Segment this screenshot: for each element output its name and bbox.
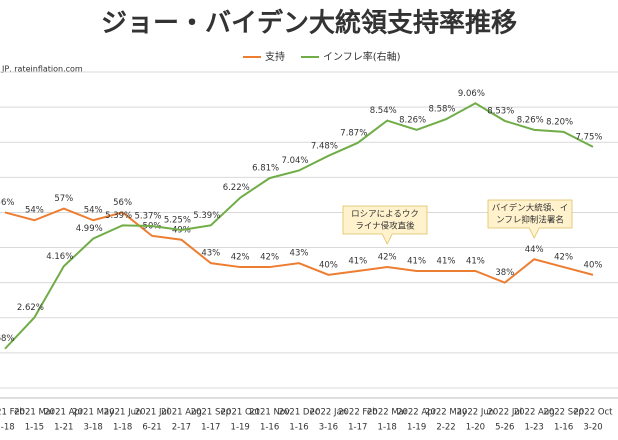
value-label: 7.87%: [340, 128, 367, 138]
value-label: 8.58%: [428, 105, 455, 115]
x-tick-label: 2021 Feb: [0, 408, 25, 418]
value-label: 7.75%: [575, 132, 602, 142]
x-tick-label: 2022 Sep: [543, 408, 583, 418]
x-tick-date: 3-16: [319, 423, 338, 433]
x-tick-date: 1-21: [54, 423, 73, 433]
x-tick-label: 2022 Oct: [573, 408, 613, 418]
x-tick-label: 2022 Feb: [338, 408, 377, 418]
x-tick-label: 2022 Jun: [457, 408, 495, 418]
value-label: 44%: [525, 245, 544, 255]
value-label: 42%: [231, 253, 250, 263]
x-tick-date: 1-17: [348, 423, 367, 433]
series-line: [4, 102, 594, 350]
x-tick-date: 1-23: [525, 423, 544, 433]
value-label: 4.99%: [76, 224, 103, 234]
value-label: 1.68%: [0, 334, 15, 344]
value-label: 43%: [201, 249, 220, 259]
value-label: 41%: [437, 256, 456, 266]
x-tick-label: 2022 Aug: [514, 408, 555, 418]
value-label: 7.04%: [281, 156, 308, 166]
x-tick-label: 2021 Jul: [135, 408, 170, 418]
x-tick-date: 1-16: [260, 423, 279, 433]
x-tick-date: 3-18: [84, 423, 103, 433]
value-label: 42%: [378, 253, 397, 263]
annotation-text: ライナ侵攻直後: [355, 221, 415, 232]
value-label: 8.26%: [517, 115, 544, 125]
value-label: 5.25%: [164, 216, 191, 226]
value-label: 41%: [348, 256, 367, 266]
annotation-text: ンフレ抑制法署名: [496, 215, 564, 226]
x-tick-date: 2-22: [436, 423, 455, 433]
source: JP, rateinflation.com: [1, 65, 83, 74]
x-tick-date: 1-19: [231, 423, 250, 433]
callout: [487, 199, 573, 239]
series-line: [4, 207, 594, 284]
x-tick-date: 1-16: [289, 423, 308, 433]
x-tick-label: 2021 Mar: [14, 408, 55, 418]
value-label: 40%: [319, 260, 338, 270]
value-label: 42%: [554, 253, 573, 263]
x-tick-date: 5-26: [495, 423, 514, 433]
value-label: 54%: [25, 206, 44, 216]
value-label: 8.53%: [487, 106, 514, 116]
x-tick-label: 2021 Aug: [161, 408, 202, 418]
value-label: 40%: [584, 260, 603, 270]
value-label: 7.48%: [311, 141, 338, 151]
value-label: 38%: [495, 268, 514, 278]
value-label: 6.22%: [223, 183, 250, 193]
value-label: 5.37%: [134, 212, 161, 222]
value-label: 41%: [466, 256, 485, 266]
x-tick-label: 2022 May: [425, 408, 467, 418]
x-tick-date: 3-20: [583, 423, 602, 433]
x-tick-date: 2-17: [172, 423, 191, 433]
x-tick-date: 1-18: [113, 423, 132, 433]
legend-label: インフレ率(右軸): [323, 50, 401, 63]
annotation-text: バイデン大統領、イ: [492, 203, 569, 214]
x-tick-label: 2022 Jul: [488, 408, 523, 418]
value-label: 8.26%: [399, 115, 426, 125]
x-tick-date: 1-18: [0, 423, 15, 433]
x-tick-date: 1-15: [25, 423, 44, 433]
callout: [342, 205, 428, 245]
x-tick-label: 2022 Jan: [310, 408, 347, 418]
value-label: 5.39%: [193, 211, 220, 221]
value-label: 2.62%: [17, 303, 44, 313]
value-label: 54%: [84, 206, 103, 216]
chart-title: ジョー・バイデン大統領支持率推移: [101, 8, 517, 39]
value-label: 6.81%: [252, 164, 279, 174]
value-label: 57%: [54, 194, 73, 204]
value-label: 8.20%: [546, 117, 573, 127]
value-label: 56%: [0, 198, 14, 208]
value-label: 56%: [113, 198, 132, 208]
annotation-text: ロシアによるウク: [351, 210, 419, 220]
value-label: 43%: [290, 249, 309, 259]
value-label: 42%: [260, 253, 279, 263]
value-label: 8.54%: [370, 106, 397, 116]
x-tick-label: 2022 Mar: [367, 408, 408, 418]
x-tick-label: 2021 May: [72, 408, 114, 418]
x-tick-label: 2021 Nov: [249, 408, 290, 418]
x-tick-label: 2021 Dec: [279, 408, 320, 418]
x-tick-label: 2021 Oct: [221, 408, 261, 418]
x-tick-label: 2022 Apr: [397, 408, 437, 418]
x-tick-label: 2021 Sep: [191, 408, 231, 418]
x-tick-date: 1-16: [554, 423, 573, 433]
value-label: 9.06%: [458, 89, 485, 99]
x-tick-date: 1-18: [378, 423, 397, 433]
x-tick-date: 6-21: [142, 423, 161, 433]
x-tick-date: 1-20: [466, 423, 485, 433]
x-tick-label: 2021 Jun: [104, 408, 142, 418]
x-tick-date: 1-17: [201, 423, 220, 433]
legend-label: 支持: [265, 50, 285, 63]
value-label: 41%: [407, 256, 426, 266]
value-label: 5.39%: [105, 211, 132, 221]
x-tick-date: 1-19: [407, 423, 426, 433]
value-label: 4.16%: [46, 252, 73, 262]
x-tick-label: 2021 Apr: [44, 408, 84, 418]
